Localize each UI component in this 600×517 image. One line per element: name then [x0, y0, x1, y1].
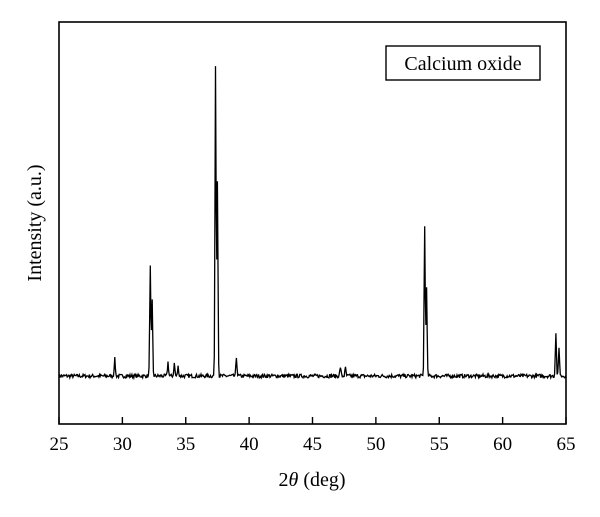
x-tick-label-65: 65 — [557, 434, 576, 455]
x-tick-label-35: 35 — [176, 434, 195, 455]
legend-label: Calcium oxide — [404, 53, 521, 75]
x-tick-label-45: 45 — [303, 434, 322, 455]
x-tick-label-60: 60 — [493, 434, 512, 455]
x-tick-label-30: 30 — [113, 434, 132, 455]
x-tick-label-25: 25 — [50, 434, 69, 455]
x-tick-label-40: 40 — [240, 434, 259, 455]
series-line — [58, 66, 567, 381]
x-axis-tick-labels: 25 30 35 40 45 50 55 60 65 — [50, 434, 576, 455]
plot-frame — [58, 21, 567, 425]
legend: Calcium oxide — [385, 45, 541, 81]
x-axis-label-prefix: 2 — [278, 469, 288, 491]
y-axis-label: Intensity (a.u.) — [24, 164, 46, 281]
legend-box — [385, 45, 541, 81]
x-axis-ticks — [58, 417, 567, 424]
x-axis-label: 2θ (deg) — [278, 469, 345, 491]
x-tick-label-55: 55 — [430, 434, 449, 455]
x-axis-label-suffix: (deg) — [298, 469, 345, 491]
x-tick-label-50: 50 — [366, 434, 385, 455]
x-axis-label-symbol: θ — [288, 469, 298, 491]
